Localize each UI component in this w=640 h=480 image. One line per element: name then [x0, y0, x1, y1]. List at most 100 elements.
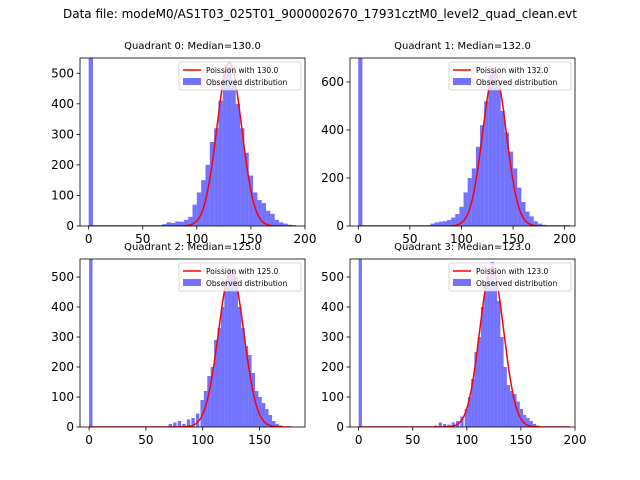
y-tick-label: 200: [321, 360, 344, 374]
histogram-bar: [162, 224, 167, 226]
histogram-bar: [166, 222, 171, 226]
histogram-bar: [451, 422, 455, 427]
poisson-curve: [358, 71, 570, 226]
histogram-bar: [258, 397, 262, 427]
legend-label-histogram: Observed distribution: [206, 279, 287, 288]
y-tick-label: 300: [51, 127, 74, 141]
legend-box: [448, 61, 572, 91]
legend: Poission with 123.0 Observed distribution: [448, 262, 572, 292]
histogram-bar: [521, 202, 526, 226]
y-tick-label: 500: [51, 270, 74, 284]
legend-label-curve: Poission with 132.0: [476, 66, 549, 75]
histogram-bar: [237, 307, 242, 427]
histogram-bar: [275, 424, 279, 427]
histogram-bar: [170, 222, 176, 226]
histogram-bar: [533, 221, 538, 226]
histogram-bar: [503, 367, 507, 427]
histogram-bar: [88, 58, 93, 226]
legend-bar-swatch: [453, 279, 471, 286]
histogram-bar: [218, 100, 223, 226]
histogram-bar: [455, 214, 460, 226]
figure-suptitle: Data file: modeM0/AS1T03_025T01_90000026…: [63, 7, 577, 21]
histogram-bar: [257, 200, 262, 226]
histogram-bar: [270, 213, 275, 226]
y-tick-label: 0: [336, 219, 344, 233]
histogram-bar: [234, 277, 238, 427]
histogram-bar: [177, 421, 182, 427]
histogram-bar: [179, 221, 184, 226]
histogram-bar: [268, 415, 273, 427]
x-tick-label: 50: [135, 232, 150, 246]
legend-label-curve: Poission with 130.0: [206, 66, 279, 75]
histogram-bar: [227, 268, 232, 427]
histogram-bar: [244, 152, 249, 226]
histogram-bar: [438, 221, 443, 226]
histogram-bar: [490, 262, 494, 427]
y-tick-label: 0: [336, 420, 344, 434]
histogram-bar: [200, 400, 204, 427]
legend: Poission with 130.0 Observed distribution: [178, 61, 302, 91]
histogram-bar: [510, 391, 514, 427]
histogram-bar: [523, 415, 527, 427]
histogram-bar: [266, 210, 271, 226]
histogram-bar: [227, 67, 232, 226]
plot-area: [88, 58, 297, 226]
histogram-bar: [358, 259, 362, 427]
histogram-bar: [183, 219, 189, 226]
x-tick-label: 150: [509, 433, 532, 447]
histogram-bar: [222, 73, 228, 226]
histogram-bar: [207, 376, 211, 427]
axes-frame: [79, 258, 306, 428]
histogram-bar: [529, 216, 534, 226]
y-tick-label: 200: [51, 360, 74, 374]
histogram-bar: [504, 132, 509, 226]
histogram-bar: [272, 421, 276, 427]
legend: Poission with 125.0 Observed distribution: [178, 262, 302, 292]
axes-frame: [349, 258, 576, 428]
histogram-bar: [220, 307, 225, 427]
histogram-bar: [537, 223, 542, 226]
legend-label-curve: Poission with 123.0: [476, 267, 549, 276]
histogram-bar: [460, 416, 464, 427]
x-tick-label: 100: [455, 433, 478, 447]
histogram-bar: [463, 192, 468, 226]
subplot-quadrant-2: 0 50 100 150 0 100 200 300 400 500 Quadrant 2: Med…: [51, 242, 306, 447]
histogram-bar: [474, 352, 478, 427]
histogram-bar: [173, 422, 177, 427]
y-tick-label: 300: [321, 330, 344, 344]
histogram-bar: [492, 72, 497, 226]
histogram-bar: [188, 216, 193, 226]
subplot-quadrant-0: 0 50 100 150 200 0 100 200 300 400 500 Quadrant 0: …: [51, 41, 316, 246]
y-tick-label: 500: [51, 66, 74, 80]
histogram-bar: [89, 259, 93, 427]
subplot-title: Quadrant 1: Median=132.0: [394, 41, 531, 52]
histogram-bar: [500, 337, 504, 427]
histogram-bar: [186, 419, 191, 427]
histogram-bar: [513, 394, 517, 427]
x-tick-label: 200: [294, 232, 317, 246]
legend-bar-swatch: [183, 279, 201, 286]
x-tick-label: 100: [450, 232, 473, 246]
axes-frame: [79, 57, 306, 227]
x-tick-label: 150: [248, 433, 271, 447]
histogram-bar: [487, 277, 491, 427]
legend-box: [448, 262, 572, 292]
x-tick-label: 50: [405, 433, 420, 447]
y-tick-label: 100: [51, 188, 74, 202]
y-tick-label: 0: [66, 219, 74, 233]
legend-bar-swatch: [453, 78, 471, 85]
plot-area: [358, 58, 570, 226]
histogram-bar: [442, 221, 448, 226]
histogram-bar: [261, 203, 267, 226]
legend-bar-swatch: [183, 78, 201, 85]
poisson-curve: [358, 267, 570, 427]
x-tick-label: 100: [191, 433, 214, 447]
histogram-bar: [467, 397, 472, 427]
y-tick-label: 400: [51, 300, 74, 314]
legend-label-histogram: Observed distribution: [206, 78, 287, 87]
histogram-bar: [484, 101, 489, 226]
subplot-title: Quadrant 2: Median=125.0: [124, 242, 261, 253]
y-tick-label: 300: [51, 330, 74, 344]
x-tick-label: 150: [239, 232, 262, 246]
histogram-bar: [217, 328, 221, 427]
